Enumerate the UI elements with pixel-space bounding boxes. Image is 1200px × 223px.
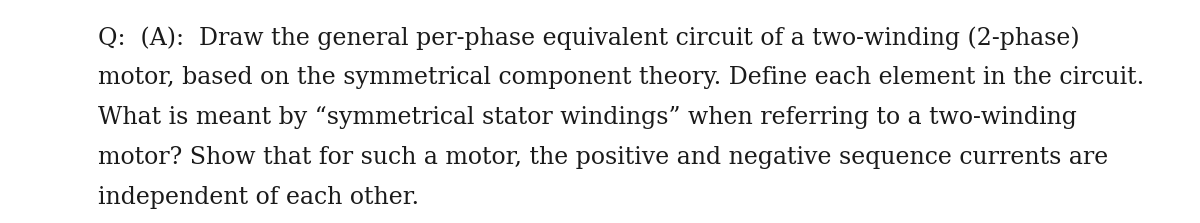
Text: Q:  (A):  Draw the general per-phase equivalent circuit of a two-winding (2-phas: Q: (A): Draw the general per-phase equiv…	[98, 27, 1080, 50]
Text: What is meant by “symmetrical stator windings” when referring to a two-winding: What is meant by “symmetrical stator win…	[98, 106, 1078, 129]
Text: motor? Show that for such a motor, the positive and negative sequence currents a: motor? Show that for such a motor, the p…	[98, 146, 1109, 169]
Text: motor, based on the symmetrical component theory. Define each element in the cir: motor, based on the symmetrical componen…	[98, 66, 1145, 89]
Text: independent of each other.: independent of each other.	[98, 186, 420, 209]
